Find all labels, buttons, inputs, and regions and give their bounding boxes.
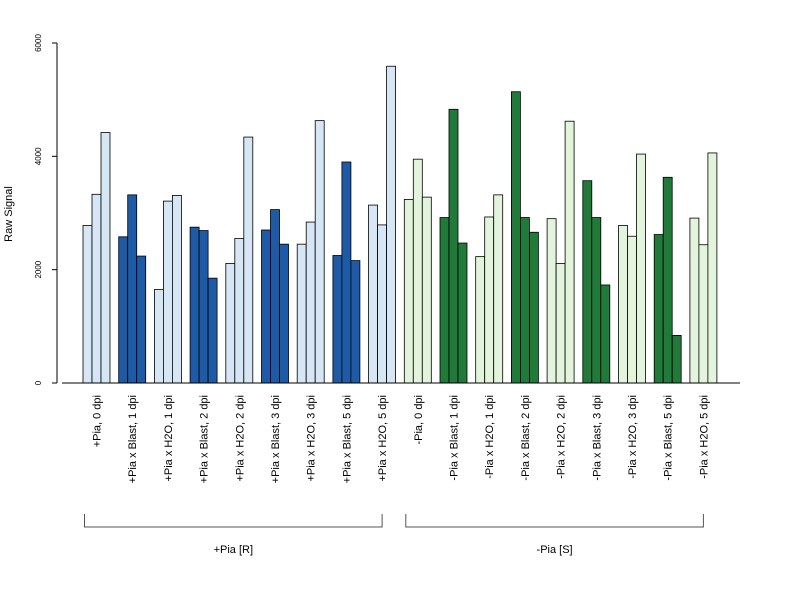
bar <box>662 176 673 384</box>
bar <box>270 209 280 384</box>
bar <box>234 238 245 384</box>
x-category-label: -Pia x Blast, 2 dpi <box>520 395 532 481</box>
bars-layer <box>82 65 718 384</box>
bar <box>118 236 129 384</box>
bar <box>627 235 637 384</box>
x-category-label: +Pia, 0 dpi <box>92 395 104 447</box>
group-label: -Pia [S] <box>537 544 573 556</box>
x-category-label: -Pia x Blast, 5 dpi <box>663 395 675 481</box>
bar <box>198 230 209 384</box>
y-tick-label: 4000 <box>34 147 43 165</box>
group-label: +Pia [R] <box>214 544 253 556</box>
bar <box>439 217 450 384</box>
y-tick-label: 2000 <box>34 260 43 278</box>
x-category-label: +Pia x H2O, 1 dpi <box>163 395 175 482</box>
x-category-label: -Pia x H2O, 3 dpi <box>627 395 639 479</box>
bar <box>207 277 218 384</box>
x-category-label: +Pia x Blast, 2 dpi <box>199 395 211 483</box>
x-category-label: -Pia x Blast, 1 dpi <box>449 395 461 481</box>
bar <box>689 217 700 384</box>
x-category-label: -Pia x H2O, 1 dpi <box>484 395 496 479</box>
bar <box>520 217 530 384</box>
x-category-label: +Pia x H2O, 5 dpi <box>377 395 389 482</box>
bar <box>377 224 388 384</box>
bar <box>243 136 254 384</box>
bar <box>564 120 575 384</box>
y-tick-label: 6000 <box>34 34 43 52</box>
bar <box>171 195 182 384</box>
group-brackets: +Pia [R] -Pia [S] <box>84 514 704 556</box>
y-axis-label: Raw Signal <box>3 186 15 242</box>
bar <box>136 255 147 384</box>
bar <box>671 334 682 384</box>
bar <box>591 217 602 384</box>
bar <box>91 193 102 384</box>
bar <box>350 260 361 384</box>
x-category-label: +Pia x Blast, 5 dpi <box>341 395 353 483</box>
bar <box>698 244 709 384</box>
bar <box>475 256 486 384</box>
bar <box>225 263 236 384</box>
bar <box>421 196 432 384</box>
bar <box>127 194 138 384</box>
bar <box>546 218 557 384</box>
category-labels: +Pia, 0 dpi +Pia x Blast, 1 dpi +Pia x H2O… <box>92 395 711 483</box>
bar <box>555 263 566 384</box>
bar <box>484 216 495 384</box>
bar <box>153 289 164 384</box>
x-category-label: -Pia x H2O, 2 dpi <box>556 395 568 479</box>
bar <box>600 284 611 384</box>
bar <box>448 108 459 384</box>
y-axis: 0 2000 4000 6000 <box>34 34 58 385</box>
group-bracket <box>84 514 383 528</box>
bar <box>332 255 343 384</box>
bar <box>510 91 521 384</box>
bar <box>162 200 173 384</box>
bar <box>707 152 718 384</box>
group-bracket <box>405 514 704 528</box>
bar <box>82 225 93 384</box>
bar <box>368 204 379 384</box>
bar <box>261 229 271 384</box>
bar <box>529 231 539 384</box>
bar <box>314 120 325 384</box>
y-tick-label: 0 <box>34 380 43 385</box>
bar <box>636 153 646 384</box>
x-category-label: -Pia x Blast, 3 dpi <box>591 395 603 481</box>
bar <box>296 243 307 384</box>
bar <box>403 198 414 384</box>
bar <box>341 161 352 384</box>
bar <box>386 65 397 384</box>
bar <box>493 194 504 384</box>
bar <box>100 132 111 384</box>
x-category-label: +Pia x H2O, 2 dpi <box>234 395 246 482</box>
x-category-label: +Pia x Blast, 1 dpi <box>127 395 139 483</box>
x-category-label: -Pia, 0 dpi <box>413 395 425 445</box>
bar <box>618 225 628 384</box>
bar <box>412 158 423 384</box>
bar <box>279 243 289 384</box>
bar <box>653 234 664 384</box>
bar <box>305 221 316 384</box>
bar <box>457 242 468 384</box>
bar <box>582 180 593 384</box>
x-category-label: +Pia x Blast, 3 dpi <box>270 395 282 483</box>
x-category-label: +Pia x H2O, 3 dpi <box>306 395 318 482</box>
bar <box>189 226 200 384</box>
x-category-label: -Pia x H2O, 5 dpi <box>698 395 710 479</box>
